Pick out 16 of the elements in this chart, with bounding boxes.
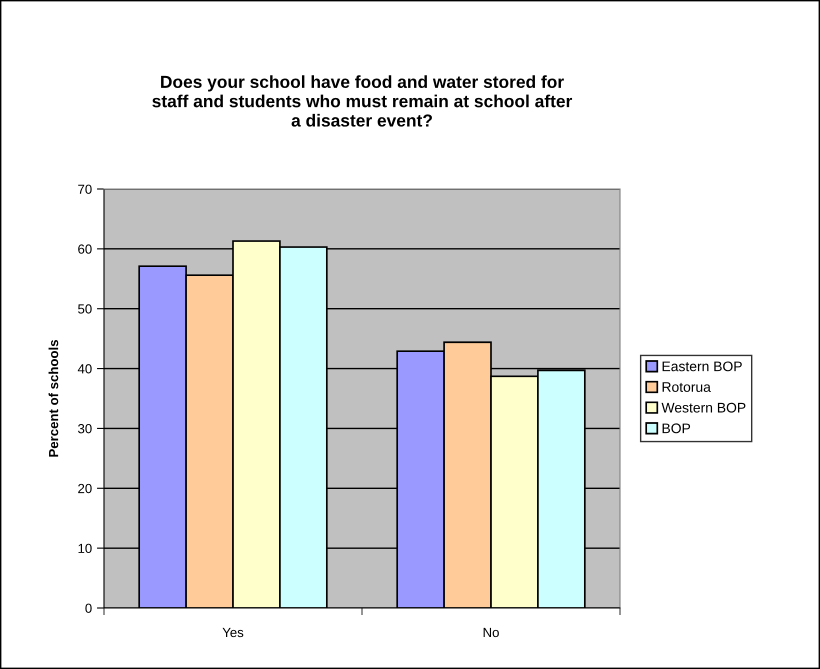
x-tick-label: Yes xyxy=(222,628,244,638)
y-tick-label: 70 xyxy=(78,184,92,194)
y-axis-title: Percent of schools xyxy=(48,340,58,457)
y-tick-label: 40 xyxy=(78,364,92,374)
y-tick-label: 0 xyxy=(85,604,92,613)
chart-title: Does your school have food and water stored for staff and students who must remain at school after a disaster event? xyxy=(152,75,572,127)
legend-label: Eastern BOP xyxy=(662,361,742,372)
y-tick-label: 20 xyxy=(78,484,92,494)
y-tick-label: 10 xyxy=(78,544,92,554)
legend-label: BOP xyxy=(662,423,690,434)
legend-label: Western BOP xyxy=(662,402,746,413)
legend-label: Rotorua xyxy=(662,382,711,392)
y-tick-label: 60 xyxy=(78,244,92,254)
x-tick-label: No xyxy=(484,628,499,638)
y-tick-label: 50 xyxy=(78,304,92,314)
y-tick-label: 30 xyxy=(78,424,92,434)
